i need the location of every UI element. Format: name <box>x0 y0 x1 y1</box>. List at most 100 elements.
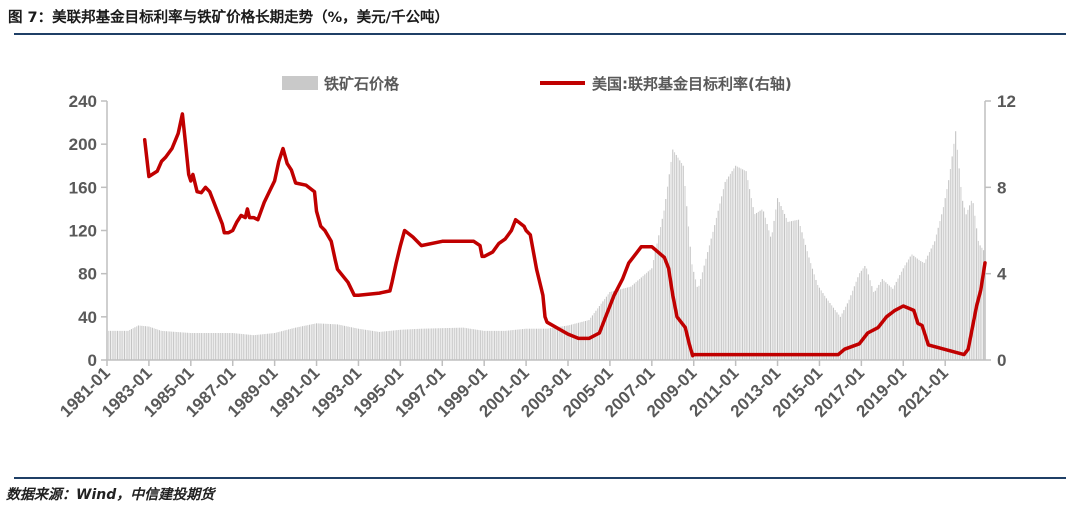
iron-ore-bar <box>394 330 396 360</box>
iron-ore-bar <box>403 329 405 360</box>
iron-ore-bar <box>328 323 330 360</box>
iron-ore-bar <box>179 332 181 360</box>
iron-ore-bar <box>825 298 827 360</box>
iron-ore-bar <box>857 277 859 360</box>
iron-ore-bar <box>471 328 473 360</box>
iron-ore-bar <box>722 189 724 360</box>
iron-ore-bar <box>740 168 742 360</box>
iron-ore-bar <box>859 273 861 360</box>
iron-ore-bar <box>460 327 463 360</box>
iron-ore-bar <box>616 290 618 360</box>
y-right-tick-label: 0 <box>997 351 1006 370</box>
iron-ore-bar <box>373 331 375 360</box>
iron-ore-bar <box>712 231 714 360</box>
iron-ore-bar <box>143 326 145 360</box>
iron-ore-bar <box>892 288 894 360</box>
iron-ore-bar <box>927 255 929 360</box>
iron-ore-bar <box>621 288 623 360</box>
iron-ore-bar <box>822 293 824 360</box>
footer-rule <box>14 477 1066 479</box>
iron-ore-bar <box>584 320 587 360</box>
iron-ore-bar <box>473 329 475 360</box>
iron-ore-bar <box>618 289 620 360</box>
iron-ore-bar <box>839 316 841 360</box>
iron-ore-bar <box>436 328 438 360</box>
iron-ore-bar <box>340 325 342 360</box>
iron-ore-bar <box>537 328 539 360</box>
iron-ore-bar <box>279 331 281 360</box>
iron-ore-bar <box>543 328 545 360</box>
iron-ore-bar <box>268 333 270 360</box>
iron-ore-bar <box>115 330 117 360</box>
legend-bar-label: 铁矿石价格 <box>324 75 400 93</box>
iron-ore-bar <box>663 210 665 360</box>
iron-ore-bar <box>609 292 611 360</box>
iron-ore-bar <box>520 329 522 360</box>
iron-ore-bar <box>515 329 517 360</box>
iron-ore-bar <box>612 291 614 360</box>
iron-ore-bar <box>431 328 433 360</box>
iron-ore-bar <box>162 330 164 360</box>
iron-ore-bar <box>426 328 428 360</box>
iron-ore-bar <box>749 189 751 360</box>
iron-ore-bar <box>494 330 496 360</box>
iron-ore-bar <box>777 198 779 360</box>
iron-ore-bar <box>375 331 377 360</box>
iron-ore-bar <box>946 189 948 360</box>
iron-ore-bar <box>291 328 293 360</box>
iron-ore-bar <box>366 330 368 360</box>
iron-ore-bar <box>228 333 230 360</box>
iron-ore-bar <box>972 203 974 360</box>
iron-ore-bar <box>673 152 676 360</box>
iron-ore-bar <box>200 333 202 360</box>
iron-ore-bar <box>797 219 800 360</box>
iron-ore-bar <box>480 330 482 360</box>
iron-ore-bar <box>157 329 159 360</box>
iron-ore-bar <box>818 287 821 360</box>
iron-ore-bar <box>923 262 925 360</box>
iron-ore-bar <box>130 329 132 360</box>
iron-ore-bar <box>223 333 225 360</box>
iron-ore-bar <box>338 324 340 360</box>
iron-ore-bar <box>158 330 160 360</box>
iron-ore-bar <box>770 236 772 360</box>
iron-ore-bar <box>660 227 662 360</box>
iron-ore-bar <box>331 324 333 360</box>
iron-ore-bar <box>541 328 543 360</box>
iron-ore-bar <box>916 258 918 360</box>
iron-ore-bar <box>316 323 318 360</box>
iron-ore-bar <box>827 300 829 360</box>
iron-ore-bar <box>352 327 354 360</box>
iron-ore-bar <box>188 332 190 360</box>
iron-ore-bar <box>691 264 693 360</box>
iron-ore-bar <box>562 326 564 360</box>
iron-ore-bar <box>963 207 965 360</box>
iron-ore-bar <box>885 282 887 360</box>
iron-ore-bar <box>391 330 393 360</box>
iron-ore-bar <box>710 238 712 360</box>
iron-ore-bar <box>324 323 326 360</box>
iron-ore-bar <box>148 326 150 360</box>
iron-ore-bar <box>116 330 119 360</box>
iron-ore-bar <box>457 327 459 360</box>
iron-ore-bar <box>555 327 557 360</box>
iron-ore-bar <box>731 171 733 360</box>
iron-ore-bar <box>501 330 503 360</box>
iron-ore-bar <box>534 328 536 360</box>
iron-ore-bar <box>303 325 305 360</box>
iron-ore-bar <box>267 333 269 360</box>
iron-ore-bar <box>632 285 634 360</box>
iron-ore-bar <box>432 328 435 360</box>
iron-ore-bar <box>232 333 234 360</box>
iron-ore-bar <box>272 333 274 360</box>
iron-ore-bar <box>679 160 681 360</box>
iron-ore-bar <box>448 327 450 360</box>
iron-ore-bar <box>801 232 803 360</box>
iron-ore-bar <box>246 334 248 360</box>
iron-ore-bar <box>281 331 283 360</box>
iron-ore-bar <box>790 221 793 360</box>
iron-ore-bar <box>263 334 265 360</box>
iron-ore-bar <box>649 269 651 360</box>
iron-ore-bar <box>958 168 960 360</box>
iron-ore-bar <box>527 328 529 360</box>
